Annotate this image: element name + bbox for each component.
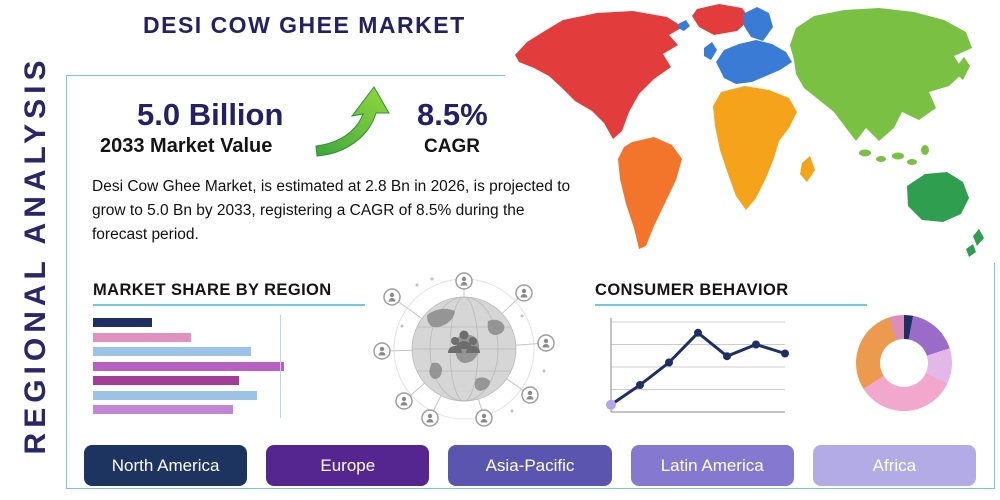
map-region-scandinavia [743, 7, 773, 41]
cagr-value: 8.5% [417, 97, 488, 132]
map-region-island [892, 152, 904, 160]
region-button-latin-america[interactable]: Latin America [630, 445, 794, 486]
map-region-uk [704, 42, 717, 60]
globe-network-icon [373, 272, 555, 427]
bar-chart [93, 315, 288, 422]
map-region-island [876, 156, 886, 162]
map-region-iceland [678, 20, 690, 31]
section-divider [595, 304, 867, 306]
bar-segment-2 [93, 332, 191, 342]
market-description: Desi Cow Ghee Market, is estimated at 2.… [92, 178, 571, 244]
bar-segment-1 [93, 318, 152, 327]
region-button-north-america[interactable]: North America [84, 445, 248, 486]
section-title-consumer-behavior: CONSUMER BEHAVIOR [595, 281, 789, 299]
map-region-new-zealand [973, 229, 984, 246]
people-group-icon [448, 330, 480, 353]
map-region-greenland [692, 4, 750, 35]
map-region-africa [713, 86, 797, 210]
vertical-title: REGIONAL ANALYSIS [19, 55, 52, 455]
bar-segment-7 [93, 405, 234, 414]
bar-chart-gridline [280, 315, 281, 418]
donut-hole [880, 339, 928, 387]
network-node-icons [373, 272, 555, 427]
map-region-island [921, 145, 929, 155]
map-region-europe [716, 40, 792, 84]
map-region-island [859, 149, 871, 157]
bar-segment-6 [93, 390, 257, 400]
region-buttons: North America Europe Asia-Pacific Latin Ame… [84, 445, 977, 486]
section-divider [93, 304, 365, 306]
bar-segment-5 [93, 376, 240, 385]
map-region-madagascar [800, 156, 815, 182]
page-title: DESI COW GHEE MARKET [143, 12, 466, 38]
bar-segment-3 [93, 347, 251, 356]
world-map [505, 0, 1000, 263]
bar-segment-4 [93, 361, 285, 371]
section-title-market-share: MARKET SHARE BY REGION [93, 281, 332, 299]
market-value-label: 2033 Market Value [100, 135, 273, 157]
growth-arrow-icon [315, 86, 390, 157]
market-value: 5.0 Billion [137, 97, 284, 132]
region-button-asia-pacific[interactable]: Asia-Pacific [448, 445, 612, 486]
map-region-asia [790, 8, 972, 141]
map-region-south-america [618, 137, 682, 249]
region-button-europe[interactable]: Europe [266, 445, 430, 486]
map-region-new-zealand [966, 244, 976, 257]
map-region-australia [907, 172, 969, 222]
region-button-africa[interactable]: Africa [812, 445, 977, 486]
cagr-label: CAGR [424, 136, 480, 157]
donut-chart [856, 315, 952, 411]
map-region-north-america [515, 11, 683, 139]
map-region-japan [956, 57, 970, 80]
line-chart-svg [606, 318, 789, 413]
map-region-island [907, 159, 917, 165]
